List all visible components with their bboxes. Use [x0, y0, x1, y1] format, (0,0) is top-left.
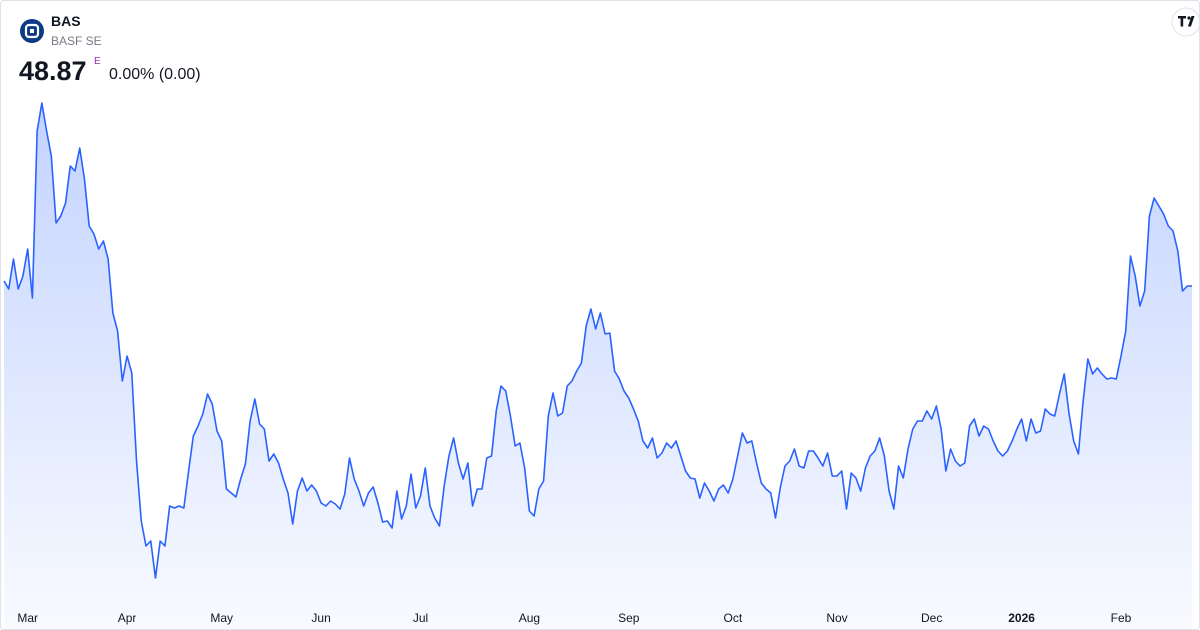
- x-tick-label: Sep: [618, 611, 640, 625]
- x-tick-label: Nov: [826, 611, 847, 625]
- x-tick-label: May: [210, 611, 233, 625]
- tradingview-logo[interactable]: [1171, 7, 1199, 37]
- x-tick-label: Apr: [118, 611, 137, 625]
- x-tick-label: Jul: [413, 611, 428, 625]
- x-tick-label: Jun: [311, 611, 330, 625]
- price: 48.87: [19, 56, 87, 86]
- x-tick-label: Oct: [724, 611, 743, 625]
- company-name: BASF SE: [51, 34, 102, 48]
- x-tick-label: 2026: [1008, 611, 1035, 625]
- price-flag: E: [94, 56, 101, 67]
- price-change: 0.00% (0.00): [109, 66, 201, 83]
- symbol[interactable]: BAS: [51, 13, 81, 29]
- logo: [20, 19, 44, 43]
- x-tick-label: Aug: [519, 611, 540, 625]
- x-tick-label: Mar: [17, 611, 38, 625]
- x-tick-label: Feb: [1111, 611, 1132, 625]
- area-fill: [4, 103, 1192, 629]
- x-tick-label: Dec: [921, 611, 942, 625]
- price-line: [3, 102, 1192, 579]
